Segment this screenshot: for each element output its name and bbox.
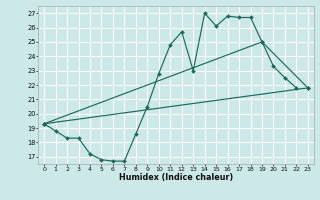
X-axis label: Humidex (Indice chaleur): Humidex (Indice chaleur) — [119, 173, 233, 182]
